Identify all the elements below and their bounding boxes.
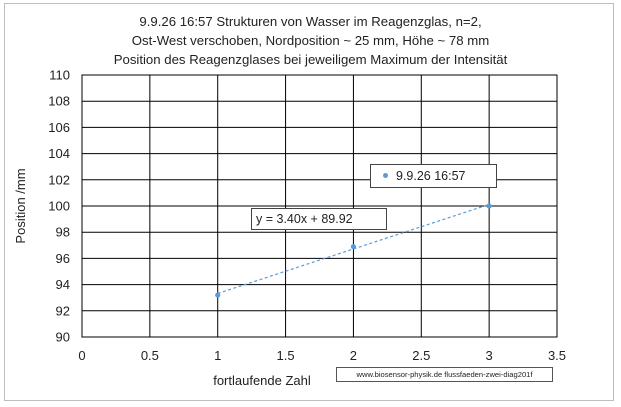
y-axis-label: Position /mm <box>13 168 28 243</box>
y-tick-label: 96 <box>56 251 70 266</box>
x-tick-label: 1 <box>214 348 221 363</box>
x-tick-label: 0 <box>78 348 85 363</box>
chart-title: 9.9.26 16:57 Strukturen von Wasser im Re… <box>0 12 621 69</box>
y-tick-label: 100 <box>48 199 70 214</box>
x-tick-label: 0.5 <box>141 348 159 363</box>
legend: 9.9.26 16:57 <box>370 164 497 188</box>
source-note: www.biosensor-physik.de flussfaeden-zwei… <box>336 367 553 382</box>
x-tick-label: 3.5 <box>548 348 566 363</box>
x-tick-label: 1.5 <box>277 348 295 363</box>
y-tick-label: 94 <box>56 277 70 292</box>
x-tick-label: 2 <box>350 348 357 363</box>
data-point <box>215 292 221 298</box>
chart-title-line-2: Ost-West verschoben, Nordposition ~ 25 m… <box>131 33 490 48</box>
y-tick-label: 90 <box>56 330 70 345</box>
y-tick-label: 98 <box>56 225 70 240</box>
chart-title-line-3: Position des Reagenzglases bei jeweilige… <box>113 52 508 67</box>
trendline-equation-label: y = 3.40x + 89.92 <box>251 208 387 230</box>
data-point <box>486 203 492 209</box>
trendline <box>217 203 490 295</box>
y-tick-label: 102 <box>48 172 70 187</box>
x-axis-label: fortlaufende Zahl <box>213 373 311 388</box>
y-tick-label: 110 <box>49 68 70 83</box>
x-tick-label: 3 <box>486 348 493 363</box>
chart-title-line-1: 9.9.26 16:57 Strukturen von Wasser im Re… <box>139 14 482 29</box>
y-tick-label: 104 <box>48 146 70 161</box>
data-point <box>350 244 357 250</box>
y-tick-label: 92 <box>56 303 70 318</box>
y-tick-label: 108 <box>48 94 70 109</box>
legend-marker <box>383 173 388 179</box>
chart-frame <box>4 3 614 401</box>
legend-series-name: 9.9.26 16:57 <box>396 169 466 183</box>
x-tick-label: 2.5 <box>412 348 430 363</box>
y-tick-label: 106 <box>48 120 70 135</box>
